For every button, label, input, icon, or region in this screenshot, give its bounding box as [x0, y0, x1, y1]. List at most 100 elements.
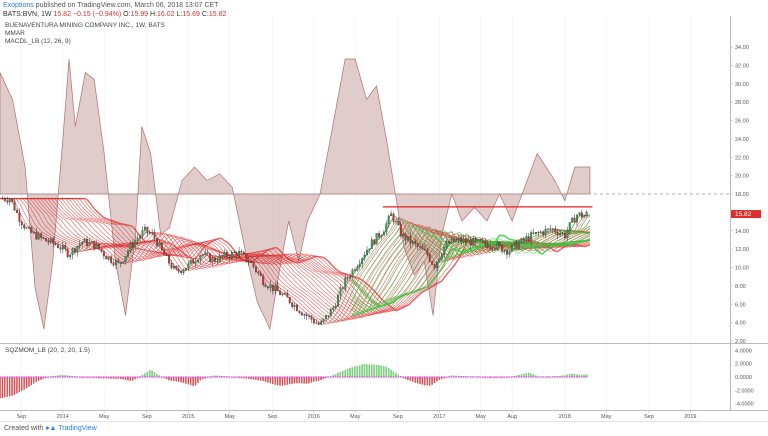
candle-body: [382, 231, 385, 236]
momentum-bar: [231, 376, 233, 378]
momentum-bar: [419, 376, 421, 384]
candle-body: [477, 239, 479, 241]
tradingview-brand[interactable]: TradingView: [58, 425, 97, 432]
candle-body: [551, 228, 554, 230]
squeeze-dot: ×: [179, 375, 182, 380]
squeeze-dot: ×: [42, 375, 45, 380]
candle-body: [481, 240, 484, 242]
momentum-bar: [95, 376, 98, 378]
squeeze-dot: ×: [315, 375, 318, 380]
candle-body: [228, 256, 231, 259]
candle-body: [286, 293, 289, 298]
candle-body: [194, 261, 197, 264]
momentum-bar: [547, 376, 549, 378]
candle-body: [522, 238, 525, 241]
squeeze-dot: ×: [228, 375, 231, 380]
header: Exoptions published on TradingView.com, …: [0, 0, 768, 20]
momentum-bar: [0, 376, 1, 399]
momentum-bar: [465, 376, 467, 378]
candle-body: [288, 297, 291, 303]
momentum-bar: [202, 376, 204, 380]
squeeze-dot: ×: [88, 375, 91, 380]
candle-body: [312, 319, 315, 324]
candle-body: [158, 242, 161, 247]
candle-body: [20, 221, 23, 225]
price-axis-label: 20.00: [735, 174, 749, 180]
squeeze-dot: ×: [240, 375, 243, 380]
squeeze-dot: ×: [339, 375, 342, 380]
candle-body: [489, 247, 492, 249]
squeeze-dot: ×: [76, 375, 79, 380]
momentum-bar: [332, 375, 334, 378]
time-axis-label: May: [601, 414, 612, 420]
momentum-bar: [441, 376, 443, 379]
time-axis-label: May: [476, 414, 487, 420]
momentum-bar: [25, 376, 28, 389]
candle-body: [86, 239, 88, 246]
candle-body: [563, 232, 566, 239]
momentum-bar: [527, 373, 530, 378]
momentum-bar: [438, 376, 441, 380]
candle-body: [419, 246, 422, 248]
squeeze-dot: ×: [150, 375, 153, 380]
legend-mmar[interactable]: MMAR: [5, 30, 25, 37]
legend-macd[interactable]: MACDL_LB (12, 26, 9): [5, 38, 71, 45]
squeeze-dot: ×: [486, 375, 489, 380]
momentum-bar: [552, 376, 554, 378]
candle-body: [356, 266, 359, 271]
candle-body: [189, 259, 192, 264]
candle-body: [452, 238, 455, 242]
squeeze-dot: ×: [146, 375, 149, 380]
momentum-axis-label: 0.0000: [735, 375, 752, 381]
squeeze-dot: ×: [445, 375, 448, 380]
momentum-bar: [523, 373, 525, 378]
momentum-bar: [387, 368, 390, 378]
candle-body: [554, 228, 557, 233]
squeeze-dot: ×: [488, 375, 491, 380]
candle-body: [59, 247, 62, 250]
squeeze-dot: ×: [85, 375, 88, 380]
candle-body: [303, 314, 306, 316]
candle-body: [440, 254, 443, 259]
momentum-bar: [291, 376, 293, 384]
time-axis-label: Sep: [644, 414, 654, 420]
squeeze-dot: ×: [223, 375, 226, 380]
candle-body: [525, 236, 528, 241]
squeeze-dot: ×: [158, 375, 161, 380]
momentum-bar: [385, 366, 387, 378]
squeeze-dot: ×: [25, 375, 28, 380]
squeeze-dot: ×: [305, 375, 308, 380]
time-axis-label: May: [350, 414, 361, 420]
price-axis[interactable]: 34.00 32.00 30.00 28.00 26.00 24.00 22.00 20.00…: [730, 45, 749, 345]
momentum-bar: [453, 375, 455, 378]
squeeze-dot: ×: [141, 375, 144, 380]
legend-sqzmom[interactable]: SQZMOM_LB (20, 2, 20, 1.5): [5, 347, 90, 354]
candle-body: [66, 248, 69, 257]
momentum-axis[interactable]: 4.0000 2.0000 0.0000 -2.0000 -4.0000: [735, 348, 754, 407]
candle-body: [32, 231, 35, 233]
time-axis[interactable]: Sep 2014 May Sep 2015 May Sep 2016 May Sep 2017 May…: [16, 410, 696, 420]
momentum-bar: [240, 376, 243, 379]
squeeze-dot: ×: [580, 375, 583, 380]
candle-body: [460, 237, 463, 242]
author-link[interactable]: Exoptions: [3, 2, 34, 9]
squeeze-dot: ×: [416, 375, 419, 380]
candle-body: [501, 244, 504, 252]
mma-line: [351, 231, 591, 314]
momentum-bar: [373, 364, 375, 378]
momentum-bar: [11, 376, 13, 396]
squeeze-dot: ×: [397, 375, 400, 380]
candle-body: [274, 285, 277, 291]
squeeze-dot: ×: [51, 375, 54, 380]
candle-body: [397, 221, 400, 225]
momentum-bar: [390, 369, 392, 378]
candle-body: [544, 228, 547, 235]
candle-body: [37, 233, 40, 240]
momentum-bar: [185, 376, 187, 384]
candle-body: [537, 231, 540, 233]
squeeze-dot: ×: [329, 375, 332, 380]
legend-title[interactable]: BUENAVENTURA MINING COMPANY INC., 1W, BA…: [5, 22, 165, 29]
candle-body: [375, 233, 378, 245]
momentum-bar: [54, 375, 57, 378]
